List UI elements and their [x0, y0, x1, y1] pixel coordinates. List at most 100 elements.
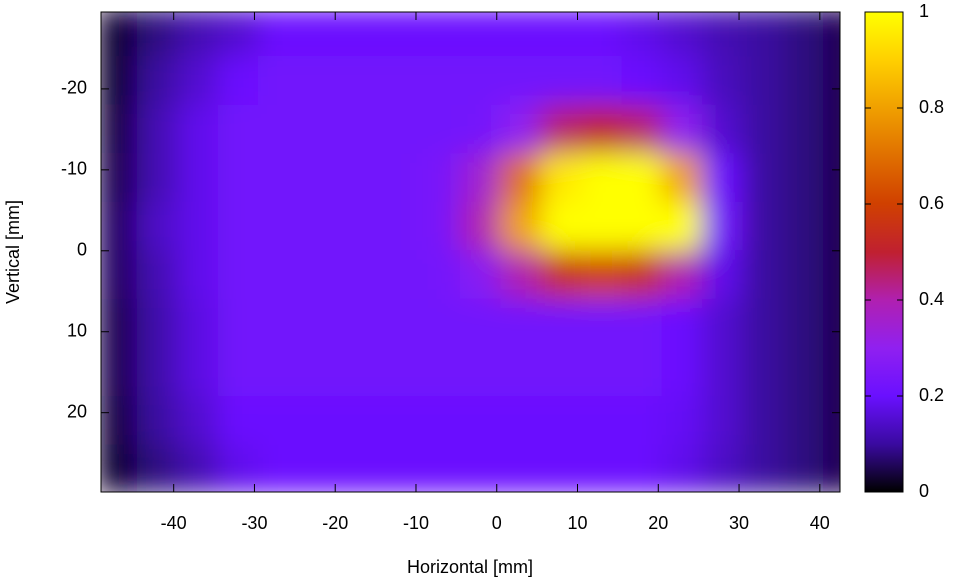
y-tick-label: 20 — [67, 401, 87, 421]
heat-cell — [419, 201, 461, 252]
heat-cell — [823, 250, 840, 300]
heatmap — [101, 12, 840, 492]
heat-cell — [136, 250, 179, 300]
heat-cell — [136, 347, 179, 397]
heat-cell — [500, 56, 542, 106]
heat-cell — [379, 104, 421, 155]
heat-cell — [782, 444, 825, 492]
heat-cell — [702, 201, 744, 252]
heat-cell — [742, 12, 784, 58]
x-tick-label: -20 — [322, 513, 348, 533]
heat-cell — [702, 347, 744, 397]
heat-cell — [298, 347, 340, 397]
heat-cell — [742, 153, 784, 203]
heat-cell — [500, 12, 542, 58]
heat-cell — [298, 153, 340, 203]
heat-cell — [136, 444, 179, 492]
heat-cell — [540, 104, 583, 155]
heat-cell — [661, 12, 704, 58]
heat-cell — [782, 395, 825, 446]
heat-cell — [257, 104, 300, 155]
heat-cell — [338, 298, 381, 349]
x-tick-label: 0 — [492, 513, 502, 533]
heat-cell — [702, 56, 744, 106]
heat-cell — [581, 298, 623, 349]
heat-cell — [823, 56, 840, 106]
heat-cell — [621, 153, 663, 203]
colorbar-tick-label: 0.4 — [919, 289, 944, 309]
heat-cell — [459, 444, 502, 492]
heat-cell — [621, 201, 663, 252]
heat-cell — [823, 153, 840, 203]
heat-cell — [621, 347, 663, 397]
heat-cell — [661, 201, 704, 252]
heat-cell — [217, 444, 259, 492]
heat-cell — [540, 444, 583, 492]
heat-cell — [101, 56, 138, 106]
heat-cell — [338, 153, 381, 203]
heat-cell — [379, 201, 421, 252]
heat-cell — [661, 444, 704, 492]
heat-cell — [702, 250, 744, 300]
heat-cell — [742, 347, 784, 397]
heat-cell — [782, 250, 825, 300]
heat-cell — [419, 56, 461, 106]
heat-cell — [621, 56, 663, 106]
heat-cell — [540, 395, 583, 446]
heat-cell — [177, 395, 219, 446]
heat-cell — [338, 201, 381, 252]
heat-cell — [177, 444, 219, 492]
heat-cell — [621, 444, 663, 492]
heat-cell — [298, 298, 340, 349]
heat-cell — [217, 395, 259, 446]
plot-frame — [100, 11, 841, 493]
heat-cell — [217, 347, 259, 397]
heat-cell — [823, 201, 840, 252]
colorbar-tick-label: 0.2 — [919, 385, 944, 405]
heat-cell — [459, 201, 502, 252]
y-tick-label: -10 — [61, 159, 87, 179]
heat-cell — [500, 444, 542, 492]
heat-cell — [101, 298, 138, 349]
x-tick-label: -10 — [403, 513, 429, 533]
heat-cell — [217, 12, 259, 58]
heat-cell — [661, 104, 704, 155]
heat-cell — [136, 201, 179, 252]
heat-cell — [257, 153, 300, 203]
heat-cell — [136, 104, 179, 155]
heat-cell — [379, 56, 421, 106]
heat-cell — [581, 56, 623, 106]
x-tick-label: 20 — [648, 513, 668, 533]
y-tick-label: -20 — [61, 78, 87, 98]
heat-cell — [379, 347, 421, 397]
y-axis-label: Vertical [mm] — [3, 200, 23, 304]
heat-cell — [782, 153, 825, 203]
heat-cell — [823, 104, 840, 155]
heat-cell — [500, 153, 542, 203]
heat-cell — [500, 395, 542, 446]
heat-cell — [823, 395, 840, 446]
heat-cell — [823, 444, 840, 492]
heat-cell — [419, 298, 461, 349]
heat-cell — [217, 201, 259, 252]
heat-cell — [136, 395, 179, 446]
heat-cell — [217, 298, 259, 349]
heat-cell — [338, 395, 381, 446]
heat-cell — [419, 250, 461, 300]
heat-cell — [101, 444, 138, 492]
heat-cell — [742, 201, 784, 252]
heat-cell — [782, 56, 825, 106]
colorbar-tick-label: 0.6 — [919, 193, 944, 213]
heat-cell — [136, 56, 179, 106]
heat-cell — [136, 153, 179, 203]
heat-cell — [782, 347, 825, 397]
heat-cell — [500, 298, 542, 349]
heat-cell — [782, 12, 825, 58]
heat-cell — [661, 56, 704, 106]
heat-cell — [621, 12, 663, 58]
heat-cell — [419, 153, 461, 203]
heat-cell — [742, 395, 784, 446]
heat-cell — [540, 56, 583, 106]
heat-cell — [338, 347, 381, 397]
heat-cell — [500, 104, 542, 155]
